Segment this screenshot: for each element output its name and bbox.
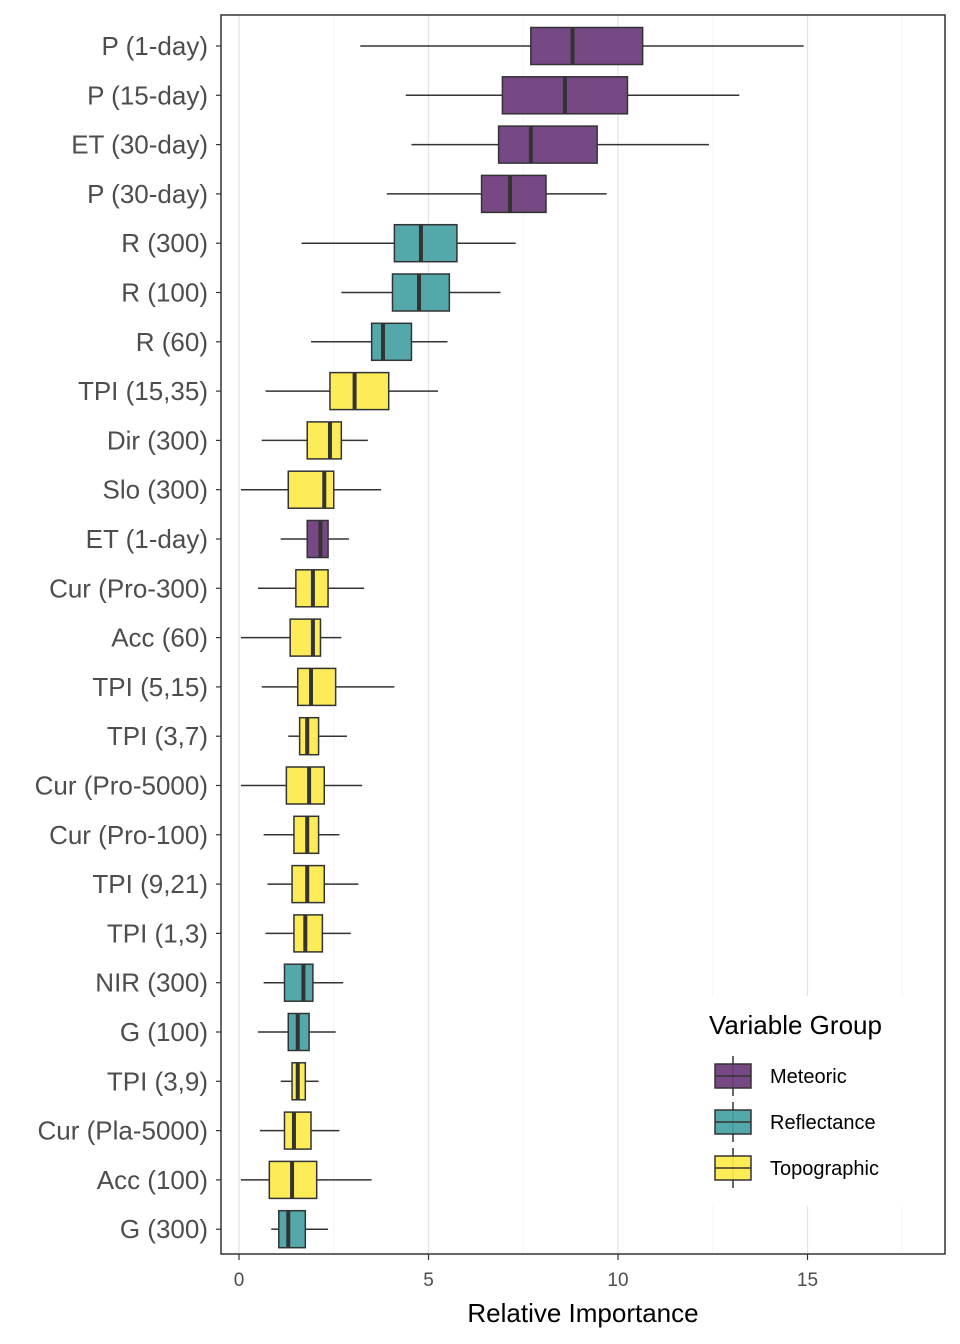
y-tick-label: Dir (300) bbox=[107, 425, 208, 455]
y-tick-label: G (100) bbox=[120, 1017, 208, 1047]
box-9 bbox=[240, 470, 382, 509]
box-0 bbox=[360, 26, 804, 66]
legend-item-topographic: Topographic bbox=[714, 1148, 879, 1188]
legend-label: Topographic bbox=[770, 1158, 879, 1180]
iqr-box bbox=[393, 223, 458, 263]
iqr-box bbox=[283, 963, 314, 1002]
iqr-box bbox=[497, 125, 598, 164]
iqr-box bbox=[480, 174, 547, 214]
legend-label: Meteoric bbox=[770, 1066, 847, 1088]
box-10 bbox=[280, 519, 349, 559]
iqr-box bbox=[530, 26, 644, 66]
box-20 bbox=[257, 1012, 336, 1052]
y-tick-label: P (15-day) bbox=[87, 80, 208, 110]
panel-border bbox=[220, 14, 946, 1255]
y-tick-label: TPI (5,15) bbox=[92, 672, 208, 702]
box-11 bbox=[257, 569, 365, 608]
x-tick-label: 15 bbox=[797, 1270, 818, 1291]
iqr-box bbox=[293, 914, 324, 953]
box-18 bbox=[265, 914, 351, 953]
box-21 bbox=[280, 1062, 319, 1101]
x-axis: 0 5 10 15 bbox=[234, 1254, 818, 1291]
x-tick-label: 5 bbox=[423, 1270, 434, 1291]
box-5 bbox=[341, 273, 501, 312]
box-15 bbox=[240, 766, 363, 805]
box-12 bbox=[240, 618, 342, 657]
y-tick-label: Acc (60) bbox=[111, 623, 208, 653]
y-tick-label: G (300) bbox=[120, 1214, 208, 1244]
iqr-box bbox=[306, 519, 329, 559]
x-tick-label: 0 bbox=[234, 1270, 245, 1291]
box-24 bbox=[271, 1209, 329, 1249]
box-23 bbox=[240, 1160, 372, 1200]
y-tick-label: Cur (Pro-300) bbox=[49, 573, 208, 603]
box-22 bbox=[259, 1111, 340, 1150]
legend-title: Variable Group bbox=[709, 1010, 882, 1040]
iqr-box bbox=[278, 1209, 307, 1249]
y-tick-label: TPI (3,9) bbox=[107, 1066, 208, 1096]
y-axis-labels: P (1-day) P (15-day) ET (30-day) P (30-day)… bbox=[35, 31, 221, 1244]
iqr-box bbox=[287, 470, 335, 509]
y-tick-label: Cur (Pro-100) bbox=[49, 820, 208, 850]
iqr-box bbox=[370, 322, 413, 362]
legend: Variable Group Meteoric Reflectance Topogr… bbox=[693, 996, 933, 1206]
box-2 bbox=[411, 125, 709, 164]
legend-item-reflectance: Reflectance bbox=[714, 1102, 876, 1142]
iqr-box bbox=[329, 371, 390, 411]
y-tick-label: TPI (1,3) bbox=[107, 918, 208, 948]
y-tick-label: NIR (300) bbox=[95, 968, 208, 998]
y-tick-label: Slo (300) bbox=[103, 475, 209, 505]
y-tick-label: R (300) bbox=[121, 228, 208, 258]
y-tick-label: P (30-day) bbox=[87, 179, 208, 209]
box-14 bbox=[288, 716, 348, 756]
iqr-box bbox=[296, 667, 337, 707]
iqr-box bbox=[283, 1111, 312, 1150]
y-tick-label: TPI (3,7) bbox=[107, 721, 208, 751]
x-axis-title: Relative Importance bbox=[467, 1298, 698, 1328]
iqr-box bbox=[289, 618, 322, 657]
box-6 bbox=[311, 322, 448, 362]
y-tick-label: ET (1-day) bbox=[86, 524, 208, 554]
y-tick-label: TPI (15,35) bbox=[78, 376, 208, 406]
box-16 bbox=[263, 815, 340, 855]
legend-label: Reflectance bbox=[770, 1112, 876, 1134]
y-tick-label: Acc (100) bbox=[97, 1165, 208, 1195]
y-tick-label: Cur (Pro-5000) bbox=[35, 771, 208, 801]
y-tick-label: R (60) bbox=[136, 327, 208, 357]
legend-item-meteoric: Meteoric bbox=[714, 1056, 847, 1096]
box-series bbox=[240, 26, 804, 1249]
iqr-box bbox=[285, 766, 326, 805]
y-tick-label: Cur (Pla-5000) bbox=[37, 1116, 208, 1146]
box-13 bbox=[261, 667, 395, 707]
box-19 bbox=[263, 963, 344, 1002]
box-7 bbox=[265, 371, 438, 411]
box-1 bbox=[405, 76, 740, 115]
y-tick-label: P (1-day) bbox=[102, 31, 208, 61]
y-tick-label: ET (30-day) bbox=[71, 130, 208, 160]
x-tick-label: 10 bbox=[607, 1270, 628, 1291]
iqr-box bbox=[306, 421, 343, 460]
box-17 bbox=[267, 864, 359, 904]
legend-items: Meteoric Reflectance Topographic bbox=[714, 1056, 879, 1188]
box-8 bbox=[261, 421, 368, 460]
box-3 bbox=[386, 174, 607, 214]
box-4 bbox=[301, 223, 516, 263]
y-tick-label: TPI (9,21) bbox=[92, 869, 208, 899]
y-tick-label: R (100) bbox=[121, 278, 208, 308]
